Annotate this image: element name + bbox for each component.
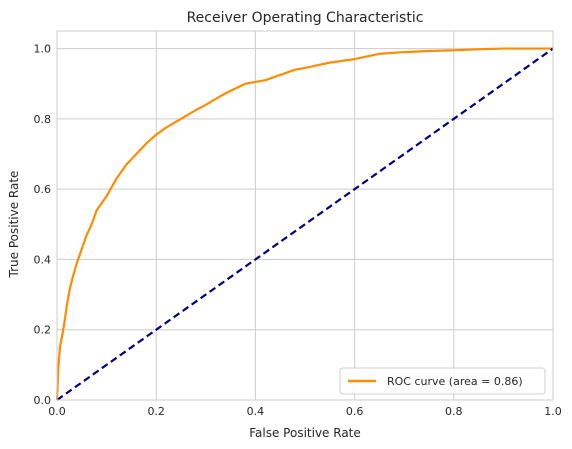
- y-tick-label: 0.4: [34, 253, 52, 266]
- grid: [56, 31, 554, 401]
- chance-diagonal-line: [56, 47, 554, 401]
- y-tick-label: 0.2: [34, 324, 52, 337]
- legend: ROC curve (area = 0.86): [339, 367, 546, 395]
- x-tick-label: 0.8: [445, 405, 463, 418]
- chart-title: Receiver Operating Characteristic: [187, 10, 424, 26]
- legend-box: [339, 367, 546, 395]
- y-axis-title: True Positive Rate: [7, 171, 21, 279]
- plot-frame: [56, 30, 554, 401]
- x-tick-label: 0.6: [346, 405, 364, 418]
- y-tick-label: 0.8: [34, 113, 52, 126]
- roc-curve-line: [55, 47, 553, 401]
- tick-labels: 0.0 0.2 0.4 0.6 0.8 1.0 0.0 0.2 0.4 0.6 0.8 1.0: [34, 43, 562, 418]
- x-tick-label: 1.0: [544, 405, 562, 418]
- x-tick-label: 0.2: [147, 405, 165, 418]
- series-layer: [55, 47, 554, 401]
- legend-label-roc-curve: ROC curve (area = 0.86): [387, 375, 523, 388]
- x-axis-title: False Positive Rate: [249, 426, 361, 440]
- y-tick-label: 1.0: [34, 43, 52, 56]
- x-tick-label: 0.4: [247, 405, 265, 418]
- x-tick-label: 0.0: [48, 405, 66, 418]
- y-tick-label: 0.6: [34, 183, 52, 196]
- y-tick-label: 0.0: [34, 394, 52, 407]
